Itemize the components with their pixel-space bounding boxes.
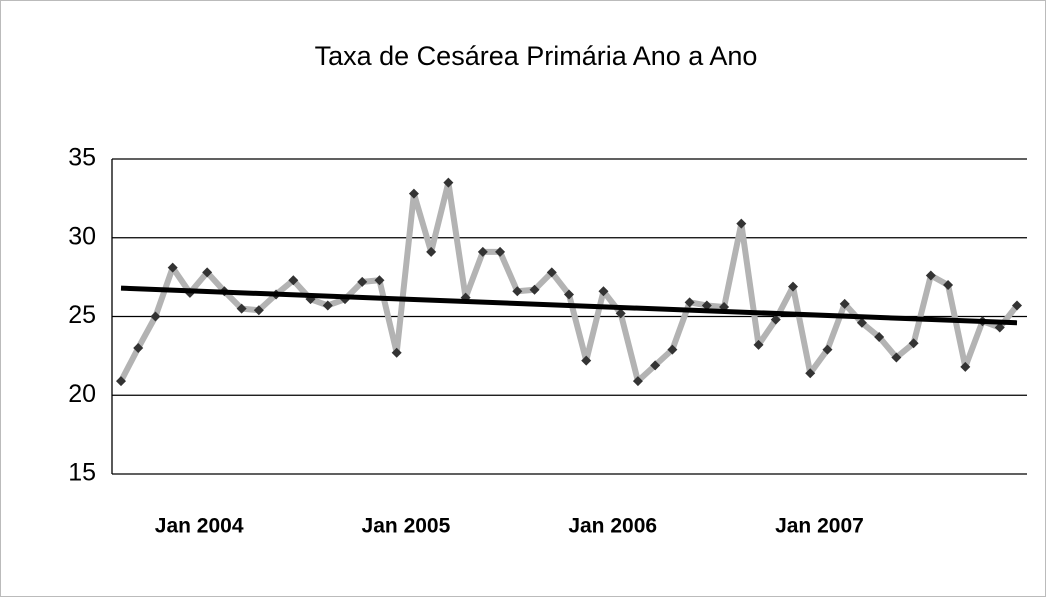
data-point — [116, 376, 126, 387]
data-point — [805, 368, 816, 379]
data-point — [615, 308, 626, 319]
data-point — [960, 361, 971, 372]
data-point — [512, 286, 523, 297]
y-tick-label: 30 — [68, 222, 96, 250]
data-point — [564, 289, 574, 300]
x-tick-label: Jan 2005 — [362, 515, 451, 538]
data-point — [426, 246, 437, 257]
y-tick-label: 15 — [68, 459, 96, 487]
data-point — [322, 300, 333, 311]
y-tick-label: 25 — [68, 301, 96, 329]
data-point — [632, 376, 643, 387]
trendline-start — [120, 285, 1018, 326]
data-point — [495, 246, 506, 257]
data-point — [908, 338, 919, 349]
data-point — [529, 284, 540, 295]
x-tick-label: Jan 2006 — [568, 515, 657, 538]
data-point — [167, 262, 178, 273]
data-point — [736, 218, 747, 229]
data-point — [753, 339, 764, 350]
data-point — [150, 311, 161, 322]
data-point — [667, 344, 678, 355]
data-point — [701, 300, 712, 311]
data-point — [253, 305, 264, 316]
data-point — [943, 280, 954, 290]
y-tick-label: 20 — [68, 380, 96, 408]
data-point — [288, 275, 299, 286]
y-tick-label: 35 — [68, 144, 96, 172]
data-point — [925, 270, 936, 281]
data-point — [684, 297, 695, 308]
data-point — [133, 343, 144, 353]
data-point — [477, 246, 488, 257]
data-point — [443, 177, 454, 188]
data-point — [994, 322, 1005, 333]
data-point — [236, 303, 247, 314]
data-point — [874, 331, 885, 342]
x-tick-label: Jan 2004 — [155, 515, 244, 538]
data-point — [374, 275, 385, 286]
data-point — [770, 314, 781, 325]
data-point — [598, 286, 609, 297]
x-tick-label: Jan 2007 — [775, 515, 864, 538]
data-point — [839, 298, 850, 309]
data-point — [581, 355, 592, 366]
chart-title: Taxa de Cesárea Primária Ano a Ano — [315, 41, 758, 71]
data-point — [1012, 300, 1022, 311]
data-point — [357, 276, 368, 287]
data-point — [891, 352, 902, 363]
data-point — [408, 188, 419, 199]
data-point — [822, 344, 833, 355]
data-point — [391, 347, 402, 358]
data-point — [788, 281, 798, 292]
data-point — [650, 360, 661, 371]
data-point — [546, 267, 557, 278]
data-point — [202, 267, 213, 278]
data-point — [856, 317, 867, 328]
